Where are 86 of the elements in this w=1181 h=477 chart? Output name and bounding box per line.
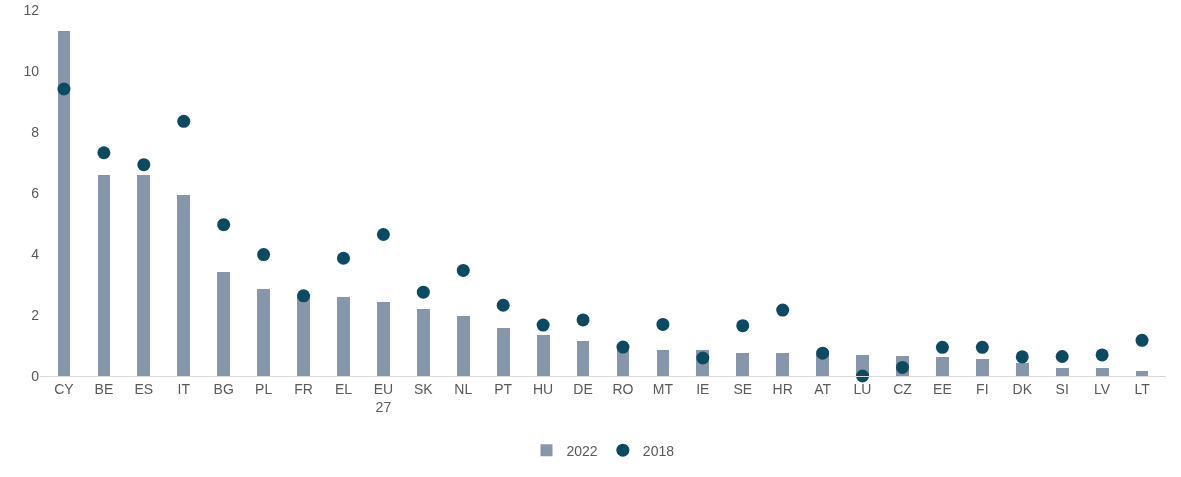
y-tick-label: 4 [31,245,40,262]
x-tick-label: FI [976,380,989,397]
x-tick-label: IT [177,380,191,397]
bar [497,328,510,376]
point [776,303,790,317]
point [456,263,470,277]
legend-label: 2018 [642,442,675,459]
bar [58,31,70,376]
point [416,285,430,299]
x-tick-label: LU [853,380,872,397]
bar [337,297,350,376]
point [696,351,710,365]
bar [657,350,669,376]
point [736,319,750,333]
bar [1136,371,1148,376]
bar [736,353,749,376]
point [336,251,350,265]
bar [1016,363,1029,376]
bar [457,316,470,376]
point [496,298,510,312]
point [217,218,231,232]
legend-label: 2022 [566,442,598,459]
x-tick-label: LV [1094,380,1111,397]
x-tick-label: NL [454,380,473,397]
x-tick-label: EU 27 [373,380,394,415]
point [975,340,989,354]
point [576,313,590,327]
y-tick-label: 0 [31,367,40,384]
x-tick-label: RO [612,380,634,397]
point [57,82,71,96]
x-tick-label: HR [772,380,793,397]
x-tick-label: LT [1134,380,1151,397]
y-tick-label: 10 [23,62,40,79]
point [616,340,630,354]
x-tick-label: EE [933,380,952,397]
x-tick-label: SK [413,380,434,397]
bar [257,289,270,376]
point [1095,348,1109,362]
point [297,289,311,303]
point [935,340,949,354]
bar [137,175,150,376]
x-tick-label: PT [494,380,513,397]
x-tick-label: EL [334,380,353,397]
x-tick-label: HU [532,380,554,397]
x-tick-label: SE [733,380,753,397]
y-tick-label: 6 [31,184,40,201]
bar [98,175,110,376]
point [97,146,111,160]
x-tick-label: CZ [893,380,913,397]
bar [936,357,949,376]
x-tick-label: PL [255,380,273,397]
bar [1056,368,1069,376]
point [257,248,271,262]
y-tick-label: 2 [31,306,40,323]
x-tick-label: BE [94,380,114,397]
point [1135,333,1149,347]
x-tick-label: FR [294,380,313,397]
point [895,360,909,374]
point [656,317,670,331]
x-tick-label: IE [696,380,710,397]
bar [577,341,589,376]
bar [537,335,550,376]
bar [1096,368,1109,376]
x-tick-label: MT [652,380,674,397]
y-tick-label: 8 [31,123,40,140]
x-tick-label: CY [54,380,75,397]
bar [417,309,430,376]
point [1055,349,1069,363]
y-tick-label: 12 [23,1,40,18]
bar [776,353,789,376]
x-tick-label: BG [213,380,234,397]
x-tick-label: SI [1055,380,1069,397]
bar [976,359,989,376]
bar [377,302,390,376]
point [376,227,390,241]
x-tick-label: DE [573,380,593,397]
bar [217,272,230,376]
x-tick-label: AT [814,380,832,397]
bar [177,195,190,376]
point [177,114,191,128]
point [1015,350,1029,364]
x-tick-label: ES [134,380,154,397]
x-tick-label: DK [1012,380,1033,397]
point [816,346,830,360]
point [137,158,151,172]
point [536,318,550,332]
